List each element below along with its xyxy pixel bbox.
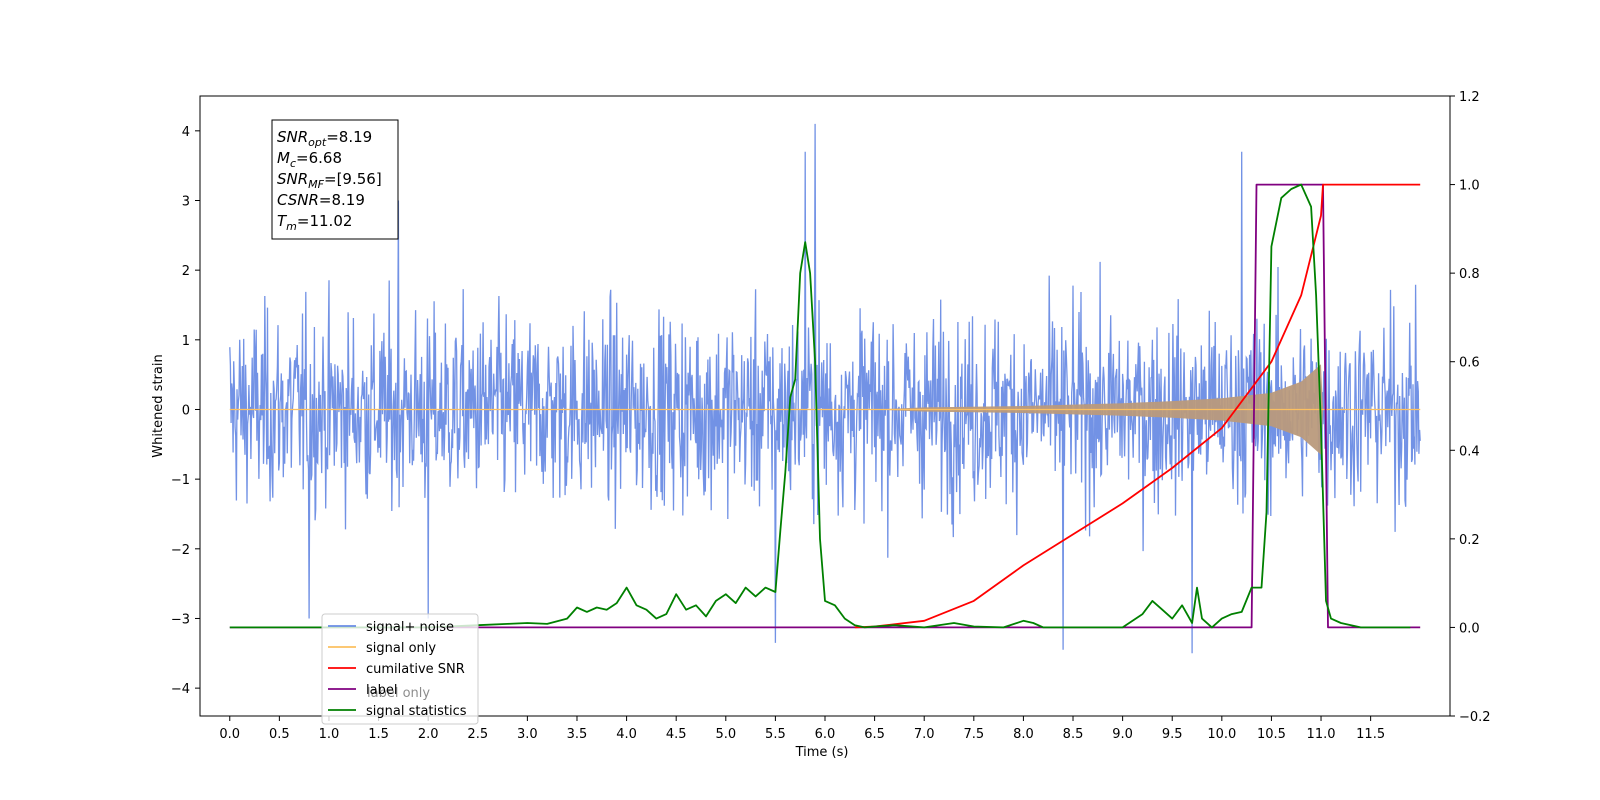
x-axis-label: Time (s): [795, 745, 849, 760]
y-left-tick-label: −3: [171, 612, 190, 627]
x-tick-label: 10.0: [1207, 727, 1236, 742]
legend-frame: [321, 613, 479, 725]
annotation-symbol: SNR: [277, 128, 308, 146]
y-left-tick-label: 1: [182, 334, 190, 349]
x-tick-label: 0.5: [269, 727, 290, 742]
annotation-value: =[9.56]: [324, 170, 382, 188]
x-tick-label: 7.0: [914, 727, 935, 742]
y-axis-right: 1.2 1.0 0.8 0.6 0.4 0.2 0.0 −0.2: [1450, 90, 1491, 725]
x-axis: 0.0 0.5 1.0 1.5 2.0 2.5 3.0 3.5 4.0 4.5 5.0 5.5 6.0 6…: [219, 716, 1385, 742]
x-tick-label: 1.5: [368, 727, 389, 742]
annotation-line: SNRopt=8.19: [277, 128, 372, 149]
x-tick-label: 10.5: [1257, 727, 1286, 742]
y-right-tick-label: 0.6: [1459, 356, 1480, 371]
y-right-tick-label: 0.0: [1459, 621, 1480, 636]
y-left-tick-label: −2: [171, 543, 190, 558]
annotation-line: CSNR=8.19: [277, 191, 365, 209]
x-tick-label: 0.0: [219, 727, 240, 742]
legend-label: label: [366, 683, 397, 698]
annotation-subscript: MF: [308, 178, 324, 191]
y-left-tick-label: 2: [182, 264, 190, 279]
x-tick-label: 5.0: [715, 727, 736, 742]
x-tick-label: 8.0: [1013, 727, 1034, 742]
y-right-tick-label: 0.8: [1459, 267, 1480, 282]
series-signal-statistics: [229, 183, 1411, 629]
annotation-symbol: M: [277, 149, 290, 167]
y-right-tick-label: 1.0: [1459, 179, 1480, 194]
x-tick-label: 5.5: [765, 727, 786, 742]
x-tick-label: 8.5: [1063, 727, 1084, 742]
y-axis-left: 4 3 2 1 0 −1 −2 −3 −4: [171, 125, 200, 697]
x-tick-label: 6.5: [864, 727, 885, 742]
series-cumulative-snr: [854, 183, 1421, 629]
y-left-tick-label: 0: [182, 403, 190, 418]
x-tick-label: 2.0: [418, 727, 439, 742]
legend-label: signal+ noise: [366, 620, 454, 635]
y-left-tick-label: −4: [171, 682, 190, 697]
x-tick-label: 1.0: [319, 727, 340, 742]
x-tick-label: 11.5: [1356, 727, 1385, 742]
x-tick-label: 6.0: [815, 727, 836, 742]
y-right-tick-label: 1.2: [1459, 90, 1480, 105]
annotation-symbol: SNR: [277, 170, 308, 188]
annotation-line: Mc=6.68: [277, 149, 342, 170]
y-left-tick-label: 4: [182, 125, 190, 140]
annotation-line: Tm=11.02: [277, 212, 352, 233]
x-tick-label: 9.0: [1112, 727, 1133, 742]
y-right-tick-label: −0.2: [1459, 710, 1491, 725]
x-tick-label: 4.0: [616, 727, 637, 742]
annotation-value: =11.02: [297, 212, 353, 230]
annotation-line: SNRMF=[9.56]: [277, 170, 382, 191]
annotation-subscript: c: [290, 157, 296, 170]
annotation-frame: [271, 119, 399, 240]
annotation-subscript: m: [286, 220, 297, 233]
x-tick-label: 3.5: [567, 727, 588, 742]
legend-label: signal statistics: [366, 704, 467, 719]
annotation-subscript: opt: [308, 136, 327, 149]
legend: label only signal+ noise signal only cumila…: [321, 613, 479, 725]
x-tick-label: 11.0: [1307, 727, 1336, 742]
y-axis-left-label: Whitened strain: [151, 354, 166, 457]
annotation-symbol: CSNR: [277, 191, 319, 209]
legend-occluded-label: label only: [367, 686, 430, 701]
y-left-tick-label: 3: [182, 194, 190, 209]
annotation-box: SNRopt=8.19Mc=6.68SNRMF=[9.56]CSNR=8.19T…: [271, 119, 399, 240]
annotation-symbol: T: [277, 212, 288, 230]
x-tick-label: 4.5: [666, 727, 687, 742]
legend-label: cumilative SNR: [366, 662, 465, 677]
x-tick-label: 2.5: [467, 727, 488, 742]
annotation-value: =8.19: [326, 128, 372, 146]
y-left-tick-label: −1: [171, 473, 190, 488]
x-tick-label: 7.5: [963, 727, 984, 742]
annotation-value: =6.68: [296, 149, 342, 167]
x-tick-label: 9.5: [1162, 727, 1183, 742]
x-tick-label: 3.0: [517, 727, 538, 742]
y-right-tick-label: 0.2: [1459, 533, 1480, 548]
legend-label: signal only: [366, 641, 436, 656]
annotation-value: =8.19: [319, 191, 365, 209]
y-right-tick-label: 0.4: [1459, 444, 1480, 459]
